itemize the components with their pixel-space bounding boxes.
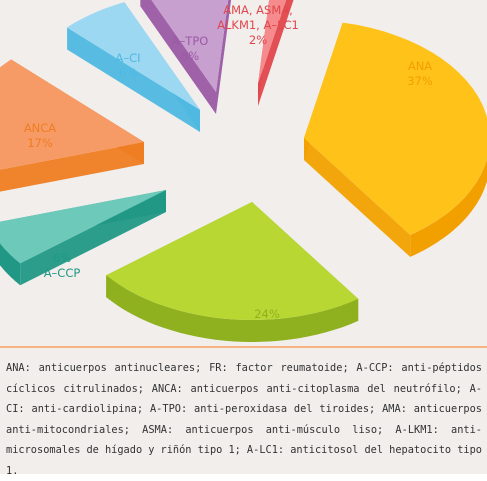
pie-slice-2 xyxy=(0,190,166,286)
slice-value-label: 37% xyxy=(407,74,433,88)
slice-label: 24% FR xyxy=(254,307,280,336)
pie-slice-top xyxy=(304,22,487,235)
slice-name-label: ANA xyxy=(408,59,432,73)
figure-caption: ANA: anticuerpos antinucleares; FR: fact… xyxy=(6,362,482,477)
slice-value-label: 24% xyxy=(254,307,280,321)
pie-slice-wall xyxy=(410,159,487,257)
pie-slice-edge xyxy=(67,27,200,132)
slice-name-label: FR xyxy=(260,322,275,336)
pie-slice-edge xyxy=(304,138,411,257)
pie-slice-3 xyxy=(0,59,145,192)
slice-label: ANCA 17% xyxy=(24,121,56,150)
slice-label: A–TPO 8% xyxy=(172,34,209,63)
pie-slice-top xyxy=(151,0,229,92)
pie-slice-edge xyxy=(216,0,232,114)
pie-slice-top xyxy=(258,0,287,84)
pie-slice-6 xyxy=(258,0,294,106)
pie-slice-4 xyxy=(67,2,200,133)
slice-name-label: A–TPO xyxy=(172,34,209,48)
slice-value-label: 17% xyxy=(27,136,53,150)
slice-name-label: A–CCP xyxy=(44,266,81,280)
slice-name-label: AMA, ASMA, xyxy=(223,3,293,17)
pie-slice-0 xyxy=(304,22,487,257)
pie-slice-top xyxy=(106,202,359,320)
pie-slice-top xyxy=(67,2,200,111)
pie-slice-edge xyxy=(0,142,144,192)
slice-label: ANA 37% xyxy=(407,59,433,88)
pie-slice-edge xyxy=(140,0,216,114)
pie-slice-5 xyxy=(140,0,232,114)
slice-name-label: A–CI xyxy=(115,51,140,65)
slice-value-label: 2% xyxy=(249,33,267,47)
slice-value-label: 6% xyxy=(119,66,137,80)
slice-value-label: 8% xyxy=(181,49,199,63)
pie-slice-top xyxy=(0,59,144,170)
pie-slice-wall xyxy=(106,275,359,342)
chart-panel: ANA 37% 24% FR 6% A–CCP ANCA 17% A–CI 6% A–TPO 8% AM… xyxy=(0,0,487,342)
pie-slice-1 xyxy=(106,202,359,342)
slice-label: A–CI 6% xyxy=(115,51,140,80)
slice-name-label: ALKM1, A–LC1 xyxy=(217,18,299,32)
slice-value-label: 6% xyxy=(53,251,71,265)
slice-label: 6% A–CCP xyxy=(44,251,81,280)
divider xyxy=(0,346,487,348)
slice-name-label: ANCA xyxy=(24,121,56,135)
pie-slice-wall xyxy=(0,243,21,286)
pie-slice-top xyxy=(0,190,166,264)
slice-label: AMA, ASMA, ALKM1, A–LC1 2% xyxy=(217,3,299,47)
